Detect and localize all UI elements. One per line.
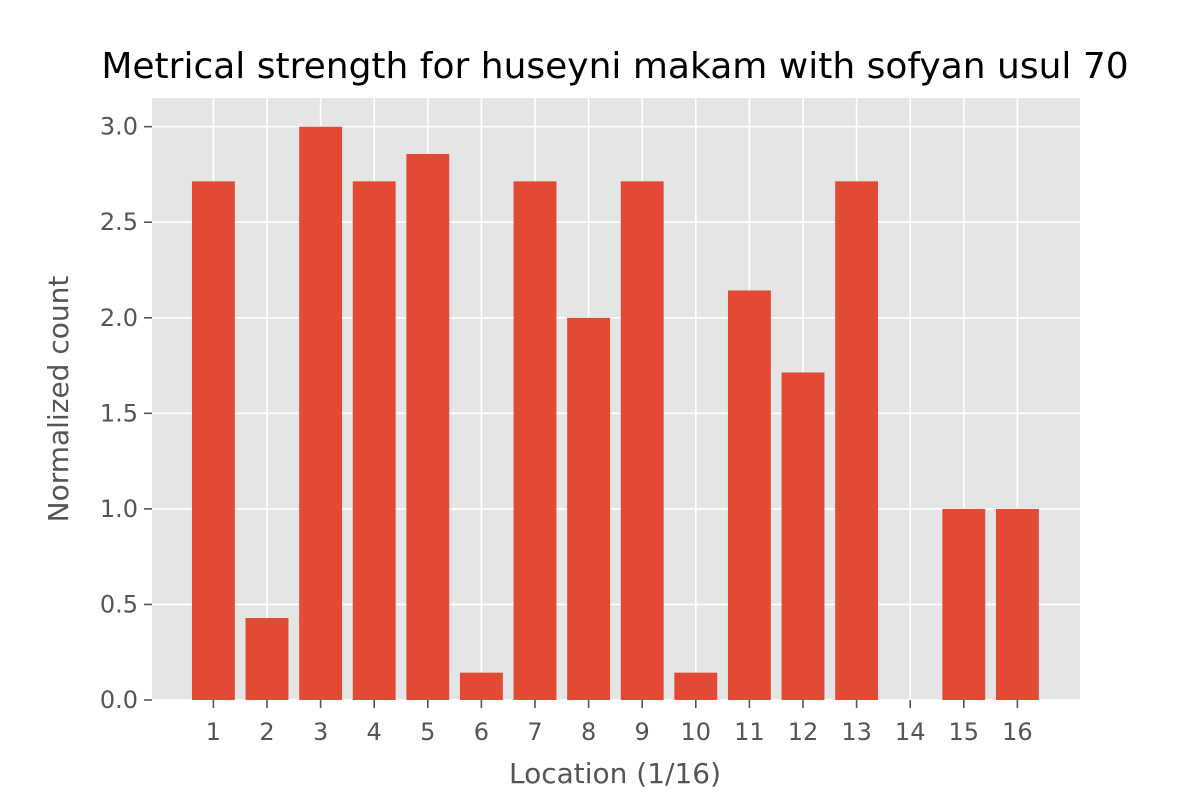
bar [459,672,503,700]
x-tick-label: 4 [367,718,382,746]
bar [835,181,879,700]
chart-title: Metrical strength for huseyni makam with… [101,46,1128,87]
x-tick-label: 1 [206,718,221,746]
y-tick-label: 0.5 [100,590,138,618]
y-tick-label: 3.0 [100,113,138,141]
plot-area [152,98,1080,700]
bar [781,372,825,700]
bar [727,290,771,700]
bar [299,126,343,700]
x-tick-label: 7 [527,718,542,746]
bar [620,181,664,700]
x-tick-label: 6 [474,718,489,746]
x-tick-label: 9 [635,718,650,746]
x-tick-label: 11 [734,718,765,746]
bars [191,126,1039,701]
bar [674,672,718,700]
x-tick-label: 5 [420,718,435,746]
x-tick-label: 10 [681,718,712,746]
bar [942,508,986,700]
x-tick-label: 14 [895,718,926,746]
x-tick-label: 16 [1002,718,1033,746]
x-axis-ticks: 1 2 3 4 5 6 7 8 9 10 11 12 13 14 15 16 [206,700,1033,746]
bar [513,181,557,700]
bar [191,181,235,700]
bar [567,317,611,700]
x-tick-label: 2 [259,718,274,746]
y-tick-label: 0.0 [100,686,138,714]
x-tick-label: 13 [841,718,872,746]
x-tick-label: 8 [581,718,596,746]
x-tick-label: 3 [313,718,328,746]
bar [995,508,1039,700]
y-tick-label: 1.5 [100,399,138,427]
y-axis-label: Normalized count [42,276,75,523]
y-tick-label: 2.5 [100,208,138,236]
bar [245,618,289,700]
y-tick-label: 2.0 [100,304,138,332]
bar [352,181,396,700]
x-axis-label: Location (1/16) [509,757,721,790]
y-axis-ticks: 0.0 0.5 1.0 1.5 2.0 2.5 3.0 [100,113,152,714]
y-tick-label: 1.0 [100,495,138,523]
bar [406,153,450,701]
x-tick-label: 12 [788,718,819,746]
x-tick-label: 15 [949,718,980,746]
